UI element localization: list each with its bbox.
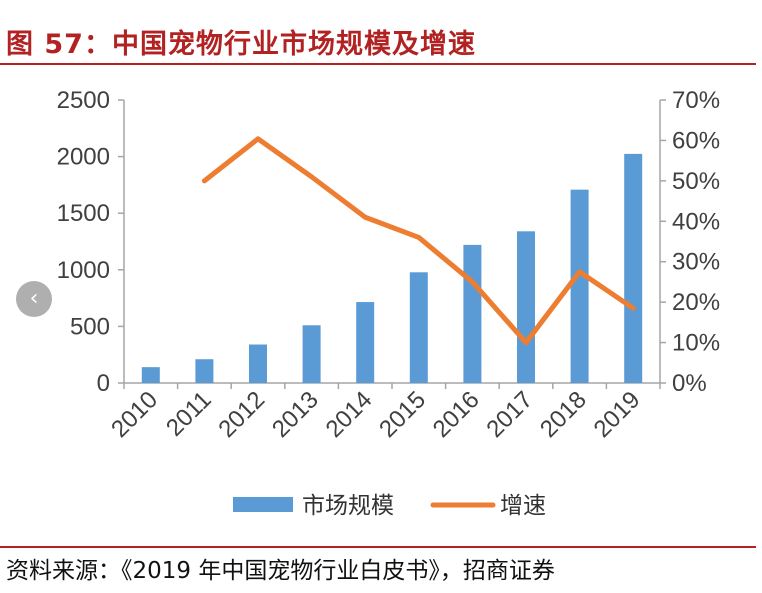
x-tick-label: 2013 [267, 386, 324, 443]
y-right-tick-label: 30% [672, 249, 720, 276]
y-right-tick-label: 0% [672, 370, 707, 397]
x-tick-label: 2016 [428, 386, 485, 443]
legend: 市场规模 增速 [233, 493, 546, 519]
page-title: 图 57：中国宠物行业市场规模及增速 [6, 29, 476, 60]
title-divider [0, 63, 756, 65]
y-right-tick-label: 60% [672, 127, 720, 154]
y-right-tick-label: 50% [672, 168, 720, 195]
x-tick-label: 2017 [481, 386, 538, 443]
x-tick-label: 2010 [106, 386, 163, 443]
line-series [201, 136, 636, 346]
legend-swatch-bar [233, 497, 293, 512]
x-tick-label: 2014 [321, 386, 378, 443]
bar [517, 231, 535, 383]
x-tick-label: 2018 [535, 386, 592, 443]
y-right-tick-label: 70% [672, 87, 720, 114]
footer-divider [0, 546, 756, 548]
bar [356, 302, 375, 383]
bar [302, 325, 321, 383]
bar-series [141, 153, 643, 383]
y-right-tick-label: 20% [672, 289, 720, 316]
y-left-tick-label: 1000 [57, 257, 110, 284]
bar [249, 344, 267, 383]
y-left-tick-label: 2500 [57, 87, 110, 114]
bar [409, 272, 428, 383]
y-left-tick-label: 500 [70, 313, 110, 340]
source-note: 资料来源：《2019 年中国宠物行业白皮书》，招商证券 [6, 558, 555, 584]
prev-slide-button[interactable]: ‹ [16, 281, 52, 317]
x-tick-label: 2015 [374, 386, 431, 443]
tick-labels: 0 500 1000 1500 2000 2500 0% 10% 20% 30% 40% 50% 60%… [57, 87, 720, 443]
x-tick-label: 2011 [161, 386, 217, 442]
bar [195, 359, 214, 383]
x-tick-label: 2019 [589, 386, 646, 443]
legend-label-line: 增速 [500, 493, 546, 519]
bar [141, 367, 160, 383]
y-left-tick-label: 1500 [57, 200, 110, 227]
y-right-tick-label: 10% [672, 330, 720, 357]
chart: 0 500 1000 1500 2000 2500 0% 10% 20% 30% 40% 50% 60%… [57, 87, 720, 519]
bar [570, 189, 589, 383]
y-left-tick-label: 0 [97, 370, 110, 397]
chevron-left-icon: ‹ [29, 286, 39, 311]
bar [463, 244, 482, 383]
legend-label-bar: 市场规模 [302, 493, 394, 519]
x-tick-label: 2012 [213, 386, 270, 443]
y-right-tick-label: 40% [672, 208, 720, 235]
y-left-tick-label: 2000 [57, 144, 110, 171]
bar [624, 153, 643, 383]
